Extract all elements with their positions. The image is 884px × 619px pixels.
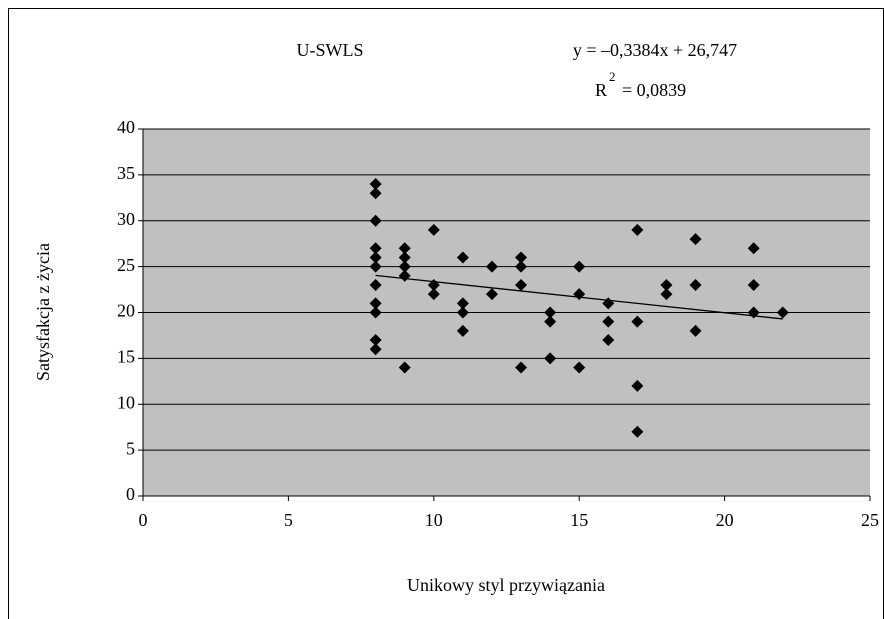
point [369,260,382,273]
y-tick-label: 30 [117,209,135,229]
y-tick-label: 20 [117,301,135,321]
point [369,343,382,356]
point [485,260,498,273]
trend-equation: y = –0,3384x + 26,747 [573,40,737,60]
point [456,251,469,264]
point [544,306,557,319]
point [456,297,469,310]
x-tick-label: 0 [139,510,148,530]
point [631,315,644,328]
point [369,306,382,319]
y-tick-label: 10 [117,392,135,412]
point [573,260,586,273]
point [456,306,469,319]
r-squared-base: R [595,80,607,100]
point [427,288,440,301]
point [515,361,528,374]
point [689,278,702,291]
r-squared-value: = 0,0839 [622,80,686,100]
r-squared-exponent: 2 [609,69,616,84]
point [631,223,644,236]
point [573,361,586,374]
point [602,334,615,347]
point [398,260,411,273]
point [369,242,382,255]
point [515,251,528,264]
point [544,315,557,328]
point [660,288,673,301]
y-tick-label: 15 [117,347,135,367]
y-tick-label: 25 [117,255,135,275]
x-tick-label: 20 [716,510,734,530]
point [776,306,789,319]
point [485,288,498,301]
point [631,379,644,392]
point [747,242,760,255]
point [369,334,382,347]
point [689,233,702,246]
point [602,315,615,328]
point [631,425,644,438]
chart-title: U-SWLS [297,40,364,60]
point [369,278,382,291]
y-tick-label: 35 [117,163,135,183]
point [544,352,557,365]
point [427,223,440,236]
point [369,214,382,227]
x-tick-label: 15 [570,510,588,530]
point [369,187,382,200]
point [398,251,411,264]
point [660,278,673,291]
x-tick-label: 10 [425,510,443,530]
point [515,260,528,273]
point [689,324,702,337]
trendline [375,274,783,320]
point [369,251,382,264]
point [369,178,382,191]
point [369,297,382,310]
y-tick-label: 40 [117,117,135,137]
y-tick-label: 0 [126,484,135,504]
point [398,361,411,374]
point [398,242,411,255]
x-tick-label: 5 [284,510,293,530]
point [747,278,760,291]
y-axis-label: Satysfakcja z życia [33,243,53,381]
x-axis-label: Unikowy styl przywiązania [407,575,605,595]
y-tick-label: 5 [126,438,135,458]
point [456,324,469,337]
point [515,278,528,291]
x-tick-label: 25 [861,510,879,530]
